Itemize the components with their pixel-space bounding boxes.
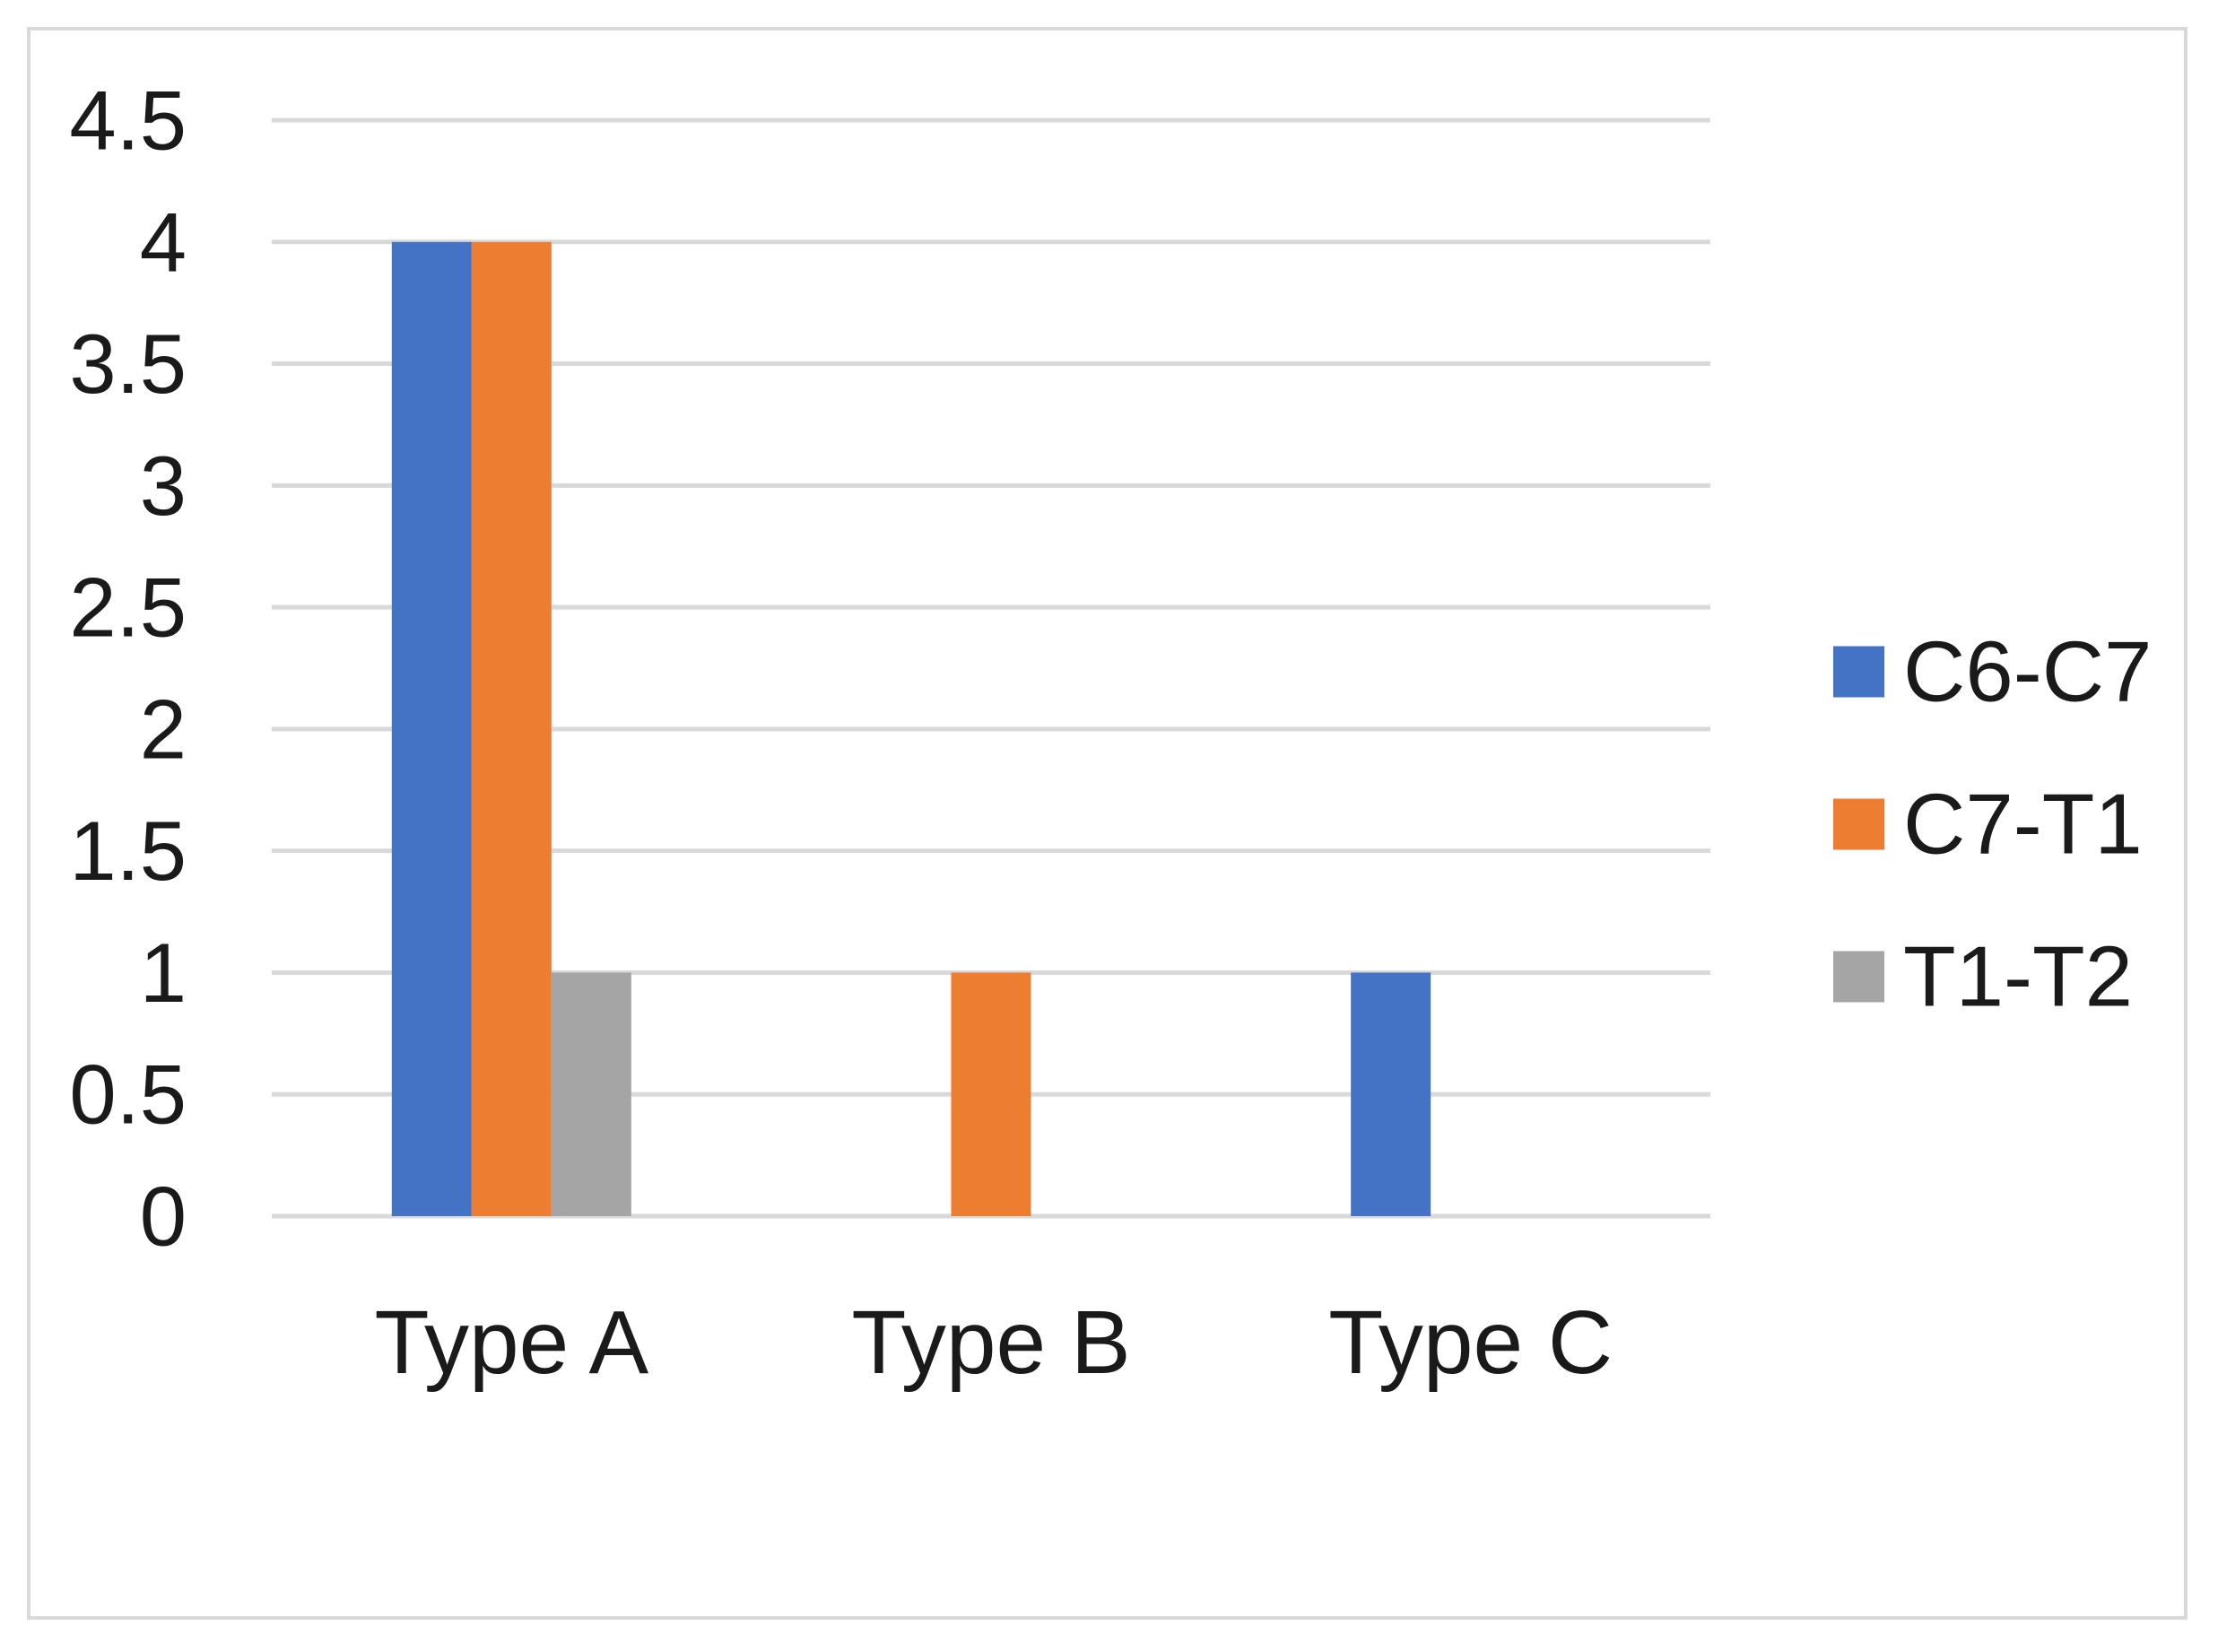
legend-label: C7-T1 [1903, 777, 2143, 873]
y-tick-label: 1.5 [69, 804, 187, 898]
y-axis-tick-labels: 0 0.5 1 1.5 2 2.5 3 3.5 4 4.5 [69, 74, 187, 1264]
bar-c6-c7-type-c [1351, 972, 1431, 1216]
x-axis-category-labels: Type A Type B Type C [374, 1292, 1613, 1393]
legend-swatch-c6-c7 [1833, 646, 1884, 698]
legend-label: T1-T2 [1903, 929, 2133, 1025]
y-tick-label: 3 [140, 439, 187, 533]
legend-swatch-c7-t1 [1833, 798, 1884, 850]
legend-label: C6-C7 [1903, 624, 2152, 720]
bar-c7-t1-type-a [471, 241, 552, 1216]
x-category-label: Type A [374, 1292, 648, 1393]
y-tick-label: 0.5 [69, 1048, 187, 1142]
bars [391, 241, 1431, 1216]
y-tick-label: 1 [140, 926, 187, 1020]
y-tick-label: 4 [140, 195, 187, 289]
x-category-label: Type B [851, 1292, 1130, 1393]
y-tick-label: 2.5 [69, 561, 187, 655]
chart-frame [27, 27, 2188, 1620]
legend-swatch-t1-t2 [1833, 951, 1884, 1003]
y-tick-label: 2 [140, 682, 187, 776]
y-tick-label: 4.5 [69, 74, 187, 168]
x-category-label: Type C [1328, 1292, 1613, 1393]
y-tick-label: 0 [140, 1169, 187, 1264]
legend: C6-C7 C7-T1 T1-T2 [1833, 624, 2152, 1025]
bar-c7-t1-type-b [951, 972, 1031, 1216]
bar-t1-t2-type-a [551, 972, 631, 1216]
y-tick-label: 3.5 [69, 317, 187, 411]
bar-c6-c7-type-a [391, 241, 472, 1216]
